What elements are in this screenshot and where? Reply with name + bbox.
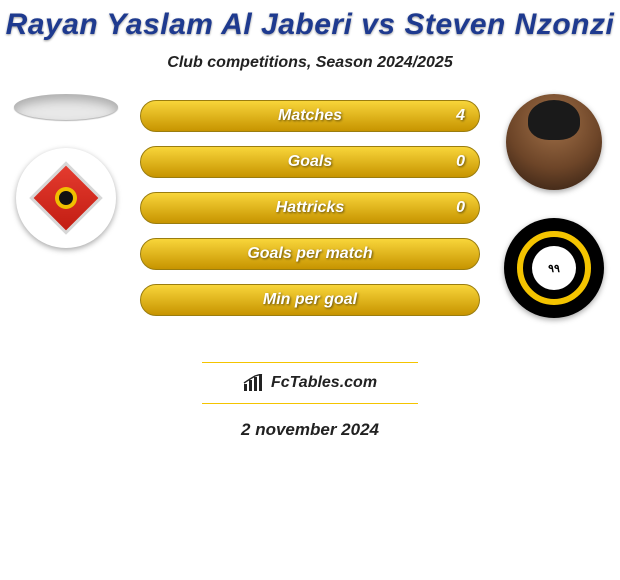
- stat-value-right: 0: [456, 193, 465, 223]
- club-left-badge-core: [59, 191, 73, 205]
- stat-label: Goals: [141, 147, 479, 177]
- club-left-badge-inner: [29, 161, 103, 235]
- stat-label: Matches: [141, 101, 479, 131]
- stat-row-hattricks: Hattricks 0: [140, 192, 480, 224]
- stat-row-goals-per-match: Goals per match: [140, 238, 480, 270]
- comparison-panel: Matches 4 Goals 0 Hattricks 0 Goals per …: [0, 100, 620, 360]
- stat-row-matches: Matches 4: [140, 100, 480, 132]
- club-right-badge-core: ۹۹: [532, 246, 576, 290]
- player-right-avatar: [506, 94, 602, 190]
- club-left-badge: [16, 148, 116, 248]
- branding-text: FcTables.com: [271, 374, 377, 392]
- right-player-column: ۹۹: [494, 94, 614, 318]
- stat-label: Hattricks: [141, 193, 479, 223]
- stat-label: Goals per match: [141, 239, 479, 269]
- stat-value-right: 0: [456, 147, 465, 177]
- page-title: Rayan Yaslam Al Jaberi vs Steven Nzonzi: [0, 0, 620, 42]
- branding-bar: FcTables.com: [202, 362, 418, 404]
- bar-chart-icon: [243, 374, 265, 392]
- stat-value-right: 4: [456, 101, 465, 131]
- stat-bars: Matches 4 Goals 0 Hattricks 0 Goals per …: [140, 100, 480, 316]
- stat-label: Min per goal: [141, 285, 479, 315]
- stat-row-goals: Goals 0: [140, 146, 480, 178]
- left-player-column: [6, 94, 126, 248]
- date-line: 2 november 2024: [0, 420, 620, 440]
- player-left-avatar: [14, 94, 118, 120]
- stat-row-min-per-goal: Min per goal: [140, 284, 480, 316]
- club-right-badge-ring: ۹۹: [517, 231, 591, 305]
- subtitle: Club competitions, Season 2024/2025: [0, 54, 620, 72]
- club-right-badge: ۹۹: [504, 218, 604, 318]
